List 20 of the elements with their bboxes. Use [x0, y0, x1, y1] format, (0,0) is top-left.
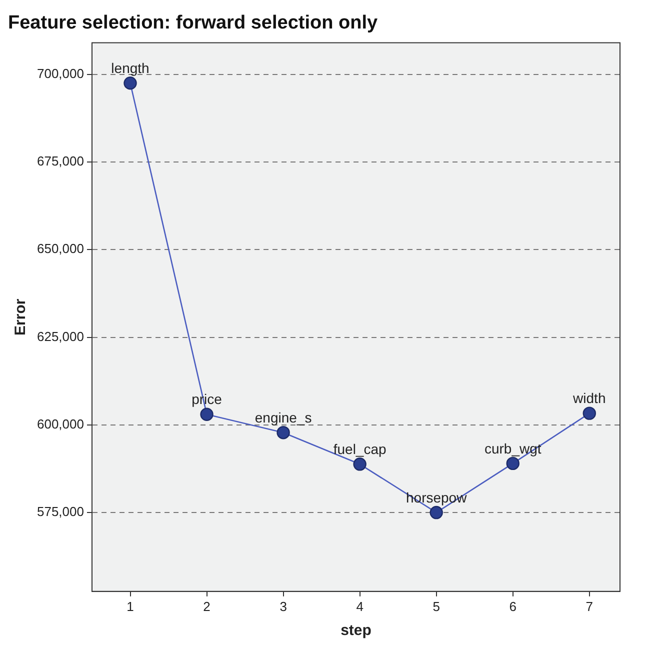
annotation: width [572, 390, 606, 406]
x-tick-label: 5 [432, 598, 440, 614]
y-tick-label: 575,000 [36, 504, 84, 520]
x-tick-label: 1 [126, 598, 134, 614]
y-tick-label: 625,000 [36, 328, 84, 344]
x-tick-label: 4 [356, 598, 364, 614]
x-axis-title: step [340, 622, 372, 640]
x-tick-label: 2 [203, 598, 210, 614]
y-tick-label: 650,000 [36, 241, 84, 256]
x-tick-label: 6 [509, 598, 516, 614]
annotation: length [111, 60, 150, 76]
x-tick-label: 7 [586, 598, 594, 614]
x-tick-label: 3 [280, 598, 287, 614]
annotation: engine_s [254, 409, 312, 426]
y-tick-label: 675,000 [36, 154, 84, 169]
y-tick-label: 700,000 [36, 66, 84, 81]
y-axis-title: Error [12, 298, 30, 336]
annotation: fuel_cap [333, 441, 386, 458]
y-tick-label: 600,000 [36, 416, 84, 432]
chart-title: Feature selection: forward selection only [8, 12, 378, 34]
